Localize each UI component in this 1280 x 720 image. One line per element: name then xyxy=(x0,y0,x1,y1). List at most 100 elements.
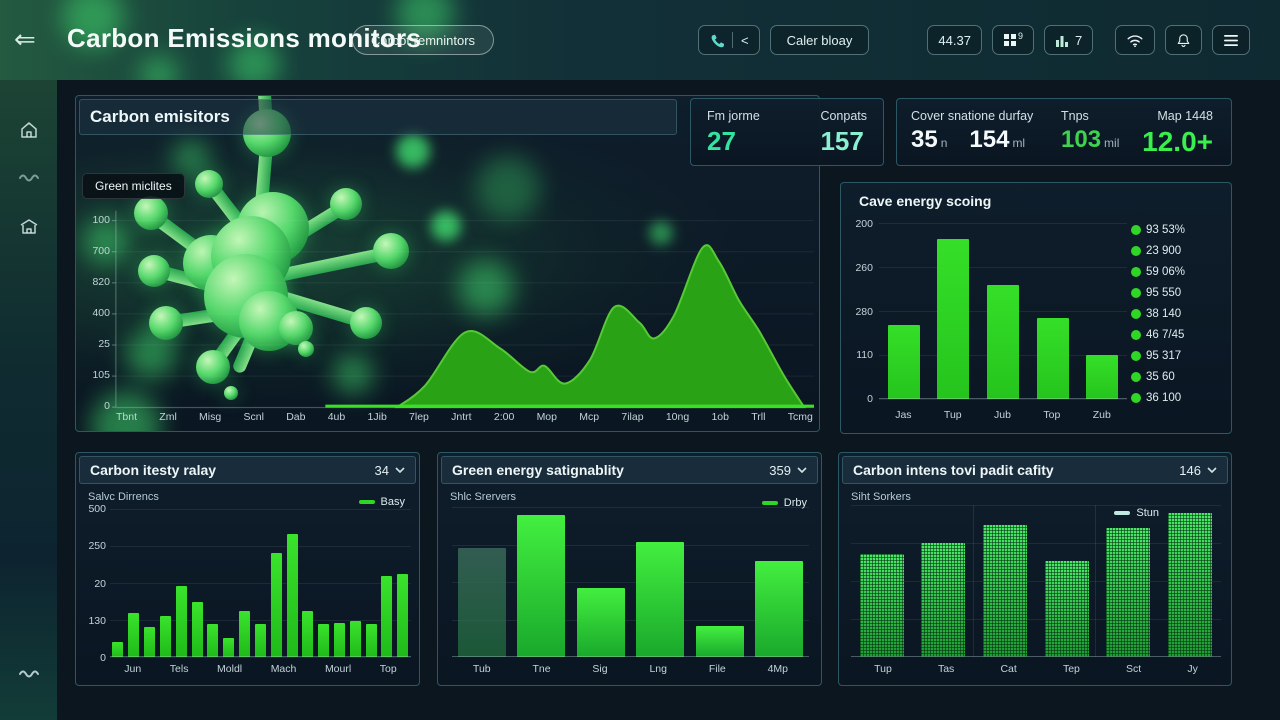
stat-value: 103 mil xyxy=(1061,126,1120,153)
area-series xyxy=(394,244,807,409)
horizontal-gridline xyxy=(110,657,411,658)
panel-a-bar-chart[interactable] xyxy=(110,509,411,658)
x-axis-line xyxy=(110,656,411,657)
x-axis-line xyxy=(452,656,809,657)
molecule-sphere xyxy=(330,188,362,220)
sidebar-item-activity[interactable] xyxy=(18,170,40,188)
x-tick-label: 1Jib xyxy=(367,411,387,423)
bar xyxy=(112,642,124,657)
grid-button[interactable]: 9 xyxy=(991,25,1034,55)
panel-a-y-axis: 500 250 20 130 0 xyxy=(80,504,106,664)
x-tick-label: 4Mp xyxy=(767,663,789,675)
main-chart-y-axis: 100 700 820 400 25 105 0 xyxy=(76,215,110,412)
bar xyxy=(128,612,140,657)
chart-button[interactable]: 7 xyxy=(1043,25,1094,55)
back-arrow-icon[interactable]: ⇐ xyxy=(14,24,36,54)
vertical-gridline xyxy=(1095,505,1097,657)
sidebar-item-home[interactable] xyxy=(19,120,39,145)
panel-b-subtitle: Shlc Srervers xyxy=(450,491,517,503)
x-tick-label: 4ub xyxy=(327,411,346,423)
cave-energy-panel: Cave energy scoing 200 260 280 110 0 Jas Tup J… xyxy=(840,182,1232,434)
sidebar-item-wave[interactable] xyxy=(18,666,40,684)
bokeh-blob xyxy=(396,134,430,168)
bar-chart-icon xyxy=(1055,34,1069,47)
chart-badge-count: 7 xyxy=(1074,32,1083,48)
molecule-sphere xyxy=(134,196,168,230)
phone-button[interactable]: < xyxy=(698,25,760,55)
bar xyxy=(1044,561,1089,657)
menu-button[interactable] xyxy=(1212,25,1250,55)
cave-bar-chart[interactable] xyxy=(879,223,1127,400)
x-tick-label: Tas xyxy=(937,663,955,675)
bar xyxy=(349,621,361,657)
bar xyxy=(144,627,156,657)
x-tick-label: Tne xyxy=(532,663,551,675)
legend-label: 38 140 xyxy=(1146,307,1182,320)
cave-y-axis: 200 260 280 110 0 xyxy=(847,219,873,405)
legend-label: 46 7/45 xyxy=(1146,328,1185,341)
chevron-down-icon xyxy=(1207,467,1217,473)
legend-dot xyxy=(1131,266,1141,277)
bar xyxy=(207,624,219,657)
chevron-down-icon xyxy=(797,467,807,473)
x-tick-label: 10ng xyxy=(665,411,690,423)
legend-item: 93 53% xyxy=(1131,219,1225,240)
panel-c-titlebar: Carbon intens tovi padit cafity 146 xyxy=(842,456,1228,484)
panel-a-legend: Basy xyxy=(358,496,405,508)
carbon-capacity-panel: Carbon intens tovi padit cafity 146 Siht… xyxy=(838,452,1232,686)
bar xyxy=(695,625,744,657)
caller-button[interactable]: Caler bloay xyxy=(769,25,870,55)
bokeh-blob xyxy=(431,211,461,241)
x-tick-label: Mourl xyxy=(324,663,352,675)
horizontal-gridline xyxy=(110,620,411,621)
wifi-button[interactable] xyxy=(1115,25,1155,55)
wifi-icon xyxy=(1126,33,1144,48)
x-tick-label: Jun xyxy=(124,663,142,675)
legend-label: 95 550 xyxy=(1146,286,1182,299)
phone-icon xyxy=(709,33,724,48)
legend-label: 35 60 xyxy=(1146,370,1175,383)
x-tick-label: Dab xyxy=(286,411,306,423)
horizontal-gridline xyxy=(110,509,411,510)
legend-swatch xyxy=(761,501,778,505)
legend-swatch xyxy=(358,500,375,504)
app-header: ⇐ Carbon Emissions monitors Carbot remni… xyxy=(0,0,1280,80)
y-tick-label: 280 xyxy=(855,305,873,318)
title-badge-pill[interactable]: Carbot remnintors xyxy=(352,25,495,55)
panel-a-dropdown[interactable]: 34 xyxy=(375,463,405,478)
panel-b-dropdown[interactable]: 359 xyxy=(769,463,807,478)
panel-c-x-axis: Tup Tas Cat Tep Sct Jy xyxy=(851,663,1221,677)
bar xyxy=(223,637,235,657)
y-tick-label: 500 xyxy=(88,503,106,515)
bar xyxy=(983,524,1028,657)
y-tick-label: 0 xyxy=(104,400,110,412)
y-tick-label: 105 xyxy=(92,369,110,381)
bar xyxy=(887,325,920,399)
time-button[interactable]: 44.37 xyxy=(927,25,982,55)
legend-item: 35 60 xyxy=(1131,366,1225,387)
molecule-sphere xyxy=(196,350,230,384)
dropdown-value: 359 xyxy=(769,462,791,478)
x-tick-label: Jy xyxy=(1187,663,1198,675)
notifications-button[interactable] xyxy=(1165,25,1202,55)
x-tick-label: Mach xyxy=(270,663,297,675)
bokeh-blob xyxy=(458,260,514,316)
panel-c-bar-chart[interactable] xyxy=(851,505,1221,657)
horizontal-gridline xyxy=(110,546,411,547)
bar xyxy=(921,543,966,657)
y-tick-label: 0 xyxy=(867,393,873,405)
y-tick-label: 110 xyxy=(856,349,873,362)
legend-swatch xyxy=(1114,511,1131,515)
y-tick-label: 130 xyxy=(88,614,106,627)
panel-c-dropdown[interactable]: 146 xyxy=(1179,463,1217,478)
sidebar-item-building[interactable] xyxy=(19,216,39,241)
horizontal-gridline xyxy=(851,543,1221,544)
bar xyxy=(270,553,282,657)
y-tick-label: 100 xyxy=(92,214,110,226)
molecule-sphere xyxy=(224,386,238,400)
panel-b-bar-chart[interactable] xyxy=(452,507,809,657)
molecule-sphere xyxy=(350,307,382,339)
area-chart[interactable] xyxy=(76,96,819,432)
legend-label: 95 317 xyxy=(1146,349,1182,362)
cave-x-axis: Jas Tup Jub Top Zub xyxy=(879,409,1127,423)
